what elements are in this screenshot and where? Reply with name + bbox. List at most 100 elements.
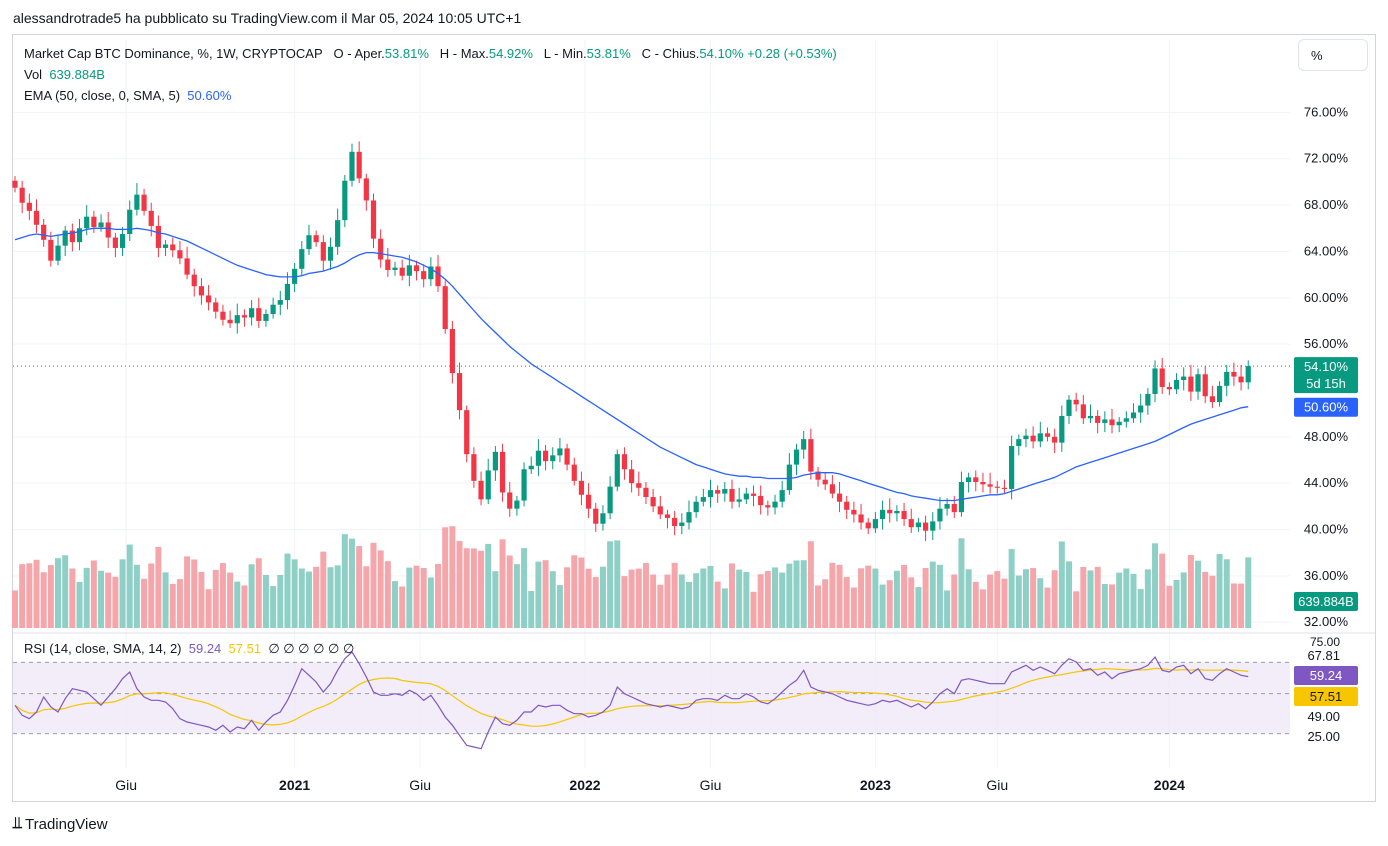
brand-name: TradingView xyxy=(25,815,108,833)
volume-bar xyxy=(1144,569,1151,628)
volume-bar xyxy=(1173,579,1180,628)
volume-bar xyxy=(463,548,470,628)
volume-bar xyxy=(234,581,241,628)
volume-bar xyxy=(449,526,456,628)
candle-body xyxy=(449,329,455,374)
volume-bar xyxy=(1058,541,1065,628)
volume-bar xyxy=(592,577,599,628)
candle-body xyxy=(12,180,18,188)
volume-bar xyxy=(255,558,262,628)
volume-bar xyxy=(972,581,979,628)
candle-body xyxy=(808,439,814,472)
brand-footer[interactable]: ⫫ TradingView xyxy=(13,815,108,833)
high-value: 54.92% xyxy=(488,46,533,61)
candle-body xyxy=(1202,374,1208,397)
volume-bar xyxy=(642,563,649,628)
volume-bar xyxy=(227,572,234,628)
percent-scale-button[interactable]: % xyxy=(1298,39,1368,71)
volume-bar xyxy=(19,564,26,628)
price-tick-label: 48.00% xyxy=(1304,429,1349,444)
candle-body xyxy=(313,235,319,243)
candle-body xyxy=(378,238,384,260)
rsi-tick-label: 49.00 xyxy=(1307,709,1340,724)
close-name: Chius. xyxy=(662,46,700,61)
volume-bar xyxy=(413,565,420,628)
volume-bar xyxy=(198,571,205,628)
ema-price-badge-bg xyxy=(1294,397,1358,417)
candle-body xyxy=(1102,419,1108,423)
candle-body xyxy=(542,450,549,462)
volume-bar xyxy=(1195,560,1202,628)
candle-body xyxy=(227,319,233,324)
volume-bar xyxy=(212,569,219,628)
ohlc-legend: Market Cap BTC Dominance, %, 1W, CRYPTOC… xyxy=(24,46,837,61)
volume-bar xyxy=(513,564,520,628)
candle-body xyxy=(930,521,936,531)
volume-bar xyxy=(1022,569,1029,628)
candle-body xyxy=(263,313,269,321)
candle-body xyxy=(141,194,147,211)
candle-body xyxy=(485,470,491,500)
candle-body xyxy=(1073,399,1079,405)
candle-body xyxy=(213,302,219,312)
volume-bar xyxy=(112,576,119,628)
publish-caption: alessandrotrade5 ha pubblicato su Tradin… xyxy=(13,10,522,26)
time-axis-label: Giu xyxy=(986,777,1008,793)
volume-bar xyxy=(105,572,112,628)
price-tick-label: 64.00% xyxy=(1304,243,1349,258)
volume-bar xyxy=(528,591,535,628)
candle-body xyxy=(657,506,663,515)
volume-bar xyxy=(693,573,700,628)
candle-body xyxy=(299,249,305,269)
open-label: O xyxy=(333,46,344,61)
volume-bar xyxy=(12,590,18,628)
candle-body xyxy=(33,210,40,225)
candle-body xyxy=(1095,415,1101,423)
ema-legend: EMA (50, close, 0, SMA, 5) 50.60% xyxy=(24,88,231,103)
volume-bar xyxy=(678,574,685,628)
volume-bar xyxy=(578,557,585,628)
volume-bar xyxy=(829,562,836,628)
candle-body xyxy=(464,410,470,455)
volume-bar xyxy=(313,566,320,628)
volume-bar xyxy=(1152,543,1159,628)
volume-bar xyxy=(1101,583,1108,628)
candle-body xyxy=(793,449,800,465)
candle-body xyxy=(1209,396,1215,403)
candle-body xyxy=(241,315,248,318)
volume-bar xyxy=(133,564,140,628)
candle-body xyxy=(700,497,706,502)
candle-body xyxy=(844,501,850,510)
candle-body xyxy=(119,234,126,248)
candle-body xyxy=(801,439,807,450)
rsi-ma-value: 57.51 xyxy=(228,641,262,656)
volume-bar xyxy=(1187,555,1194,628)
candle-body xyxy=(994,486,1000,488)
candle-body xyxy=(643,487,649,498)
candle-body xyxy=(76,228,83,243)
candle-body xyxy=(822,479,828,485)
volume-bar xyxy=(363,566,370,628)
volume-bar xyxy=(685,581,692,628)
low-name: Min. xyxy=(562,46,587,61)
volume-bar xyxy=(1159,553,1166,628)
volume-bar xyxy=(936,564,943,628)
volume-bar xyxy=(549,571,556,628)
time-axis-label: Giu xyxy=(700,777,722,793)
volume-bar xyxy=(757,574,764,628)
candle-body xyxy=(456,373,463,411)
candle-body xyxy=(973,477,979,483)
candle-body xyxy=(1173,380,1180,390)
volume-bar xyxy=(499,539,506,628)
volume-bar xyxy=(219,563,226,628)
candle-body xyxy=(650,497,656,507)
candle-body xyxy=(1087,415,1094,419)
volume-bar xyxy=(779,572,786,628)
volume-bar xyxy=(1073,591,1080,628)
rsi-label: RSI (14, close, SMA, 14, 2) xyxy=(24,641,182,656)
candle-body xyxy=(1116,421,1122,426)
volume-bar xyxy=(1087,570,1094,628)
volume-bar xyxy=(915,587,922,628)
candle-body xyxy=(342,180,348,221)
